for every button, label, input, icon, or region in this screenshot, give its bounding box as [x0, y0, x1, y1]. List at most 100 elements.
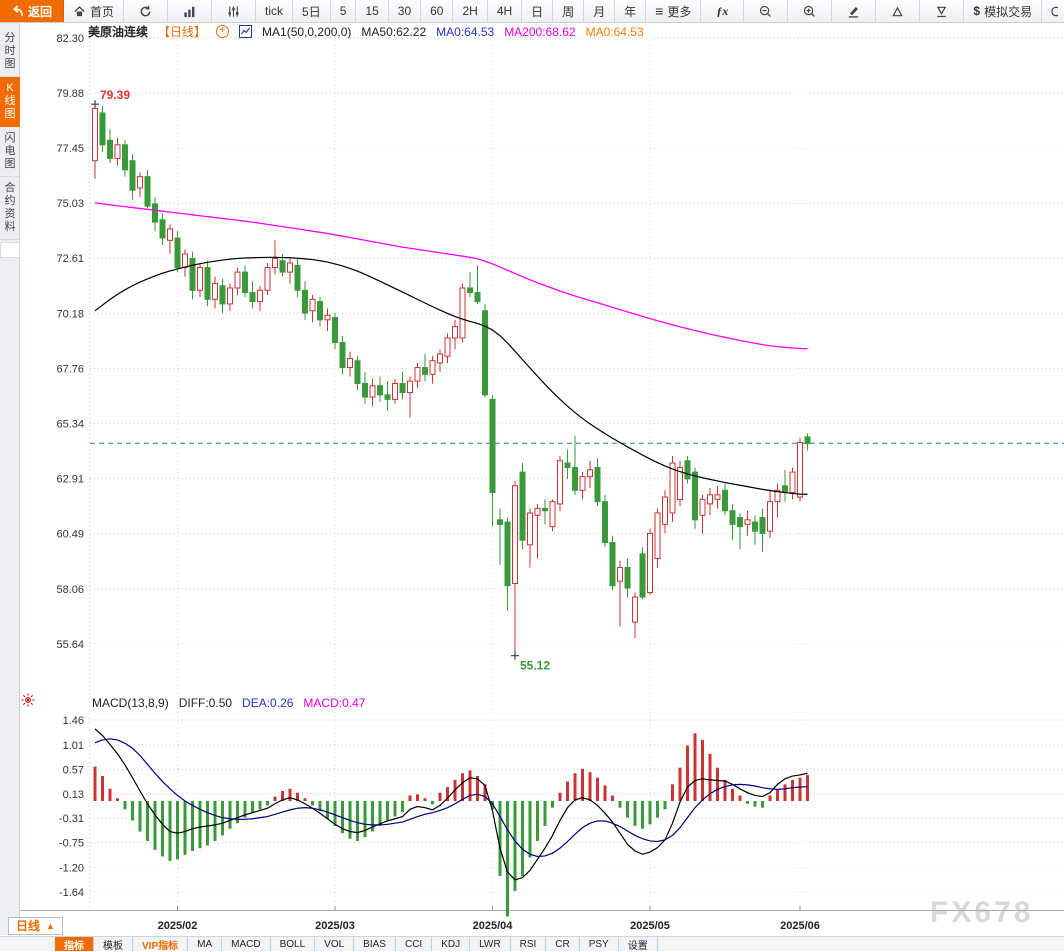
chart-stats-button[interactable] [168, 0, 213, 22]
period-month-button[interactable]: 月 [584, 0, 616, 22]
price-axis-label: 75.03 [56, 198, 84, 210]
home-button[interactable]: 首页 [64, 0, 125, 22]
zoom-in-button[interactable] [788, 0, 833, 22]
zoom-out-icon [759, 5, 772, 18]
more-button[interactable]: ≡ 更多 [646, 0, 702, 22]
period-month-button-label: 月 [593, 4, 606, 19]
home-icon [73, 5, 86, 18]
period-week-button-label: 周 [562, 4, 575, 19]
x-axis-label: 2025/04 [473, 920, 514, 932]
triangle-down-icon [935, 5, 948, 18]
tab-macd[interactable]: MACD [222, 937, 271, 951]
back-button-label: 返回 [28, 4, 53, 19]
tab-settings[interactable]: 设置 [619, 937, 658, 952]
period-4h-button[interactable]: 4H [488, 0, 523, 22]
kline-icon [239, 25, 253, 38]
sim-trade-button-label: 模拟交易 [984, 4, 1033, 19]
zoom-in-icon [803, 5, 816, 18]
tab-rsi[interactable]: RSI [511, 937, 547, 951]
triangle-up-button[interactable] [876, 0, 921, 22]
tab-boll[interactable]: BOLL [271, 937, 316, 951]
tab-vol[interactable]: VOL [315, 937, 355, 951]
macd-axis-label: 0.57 [63, 764, 84, 776]
home-button-label: 首页 [90, 4, 115, 19]
tab-lwr[interactable]: LWR [470, 937, 511, 951]
dollar-icon: $ [973, 4, 981, 18]
period-60-button-label: 60 [430, 4, 444, 18]
period-tick-button-label: tick [265, 4, 284, 18]
fx-icon: ƒx [716, 3, 729, 18]
x-axis-label: 2025/06 [780, 920, 820, 932]
tab-indicator[interactable]: 指标 [55, 937, 94, 952]
candles[interactable] [92, 104, 811, 656]
ma0-blue-value: MA0:64.53 [436, 24, 495, 39]
price-axis-label: 62.91 [56, 474, 84, 486]
formula-button[interactable]: ƒx [701, 0, 745, 22]
macd-title: MACD(13,8,9) [92, 695, 169, 710]
period-30-button-label: 30 [397, 4, 412, 18]
ma50-value: MA50:62.22 [361, 24, 427, 39]
period-year-button[interactable]: 年 [615, 0, 647, 22]
period-5-button-label: 5 [339, 4, 347, 18]
ma0-orange-value: MA0:64.53 [585, 24, 644, 39]
sidebar-empty-slot [0, 242, 20, 258]
macd-axis-label: -1.64 [59, 887, 84, 899]
sidebar-item-contract-info[interactable]: 合 约 资 料 [0, 177, 20, 240]
macd-axis-label: 0.13 [63, 789, 84, 801]
price-axis-label: 65.34 [56, 418, 84, 430]
macd-axis-label: -1.20 [59, 863, 84, 875]
tab-cci[interactable]: CCI [396, 937, 433, 951]
tab-psy[interactable]: PSY [580, 937, 619, 951]
x-axis-label: 2025/03 [315, 920, 355, 932]
draw-pencil-button[interactable] [832, 0, 877, 22]
period-selector[interactable]: 日线 ▲ [8, 917, 63, 935]
triangle-up-icon [891, 5, 904, 18]
macd-pane[interactable] [93, 733, 810, 917]
indicator-tabbar: 指标 模板 VIP指标 MA MACD BOLL VOL BIAS CCI KDJ LWR RSI CR… [0, 936, 1064, 952]
top-toolbar: 返回 首页 tick 5日 5 15 30 60 2H 4H 日 周 月 年 ≡ 更多 ƒx $ 模拟交易 [0, 0, 1064, 23]
period-selector-label: 日线 [16, 919, 41, 933]
period-15-button[interactable]: 15 [356, 0, 389, 22]
macd-diff-value: DIFF:0.50 [178, 695, 233, 710]
add-indicator-icon[interactable]: + [216, 25, 230, 38]
tab-kdj[interactable]: KDJ [432, 937, 471, 951]
period-5-button[interactable]: 5 [331, 0, 357, 22]
period-30-button[interactable]: 30 [389, 0, 422, 22]
sidebar-item-flash-chart[interactable]: 闪 电 图 [0, 127, 20, 177]
sliders-icon [227, 5, 240, 18]
back-button[interactable]: 返回 [0, 0, 65, 22]
period-2h-button[interactable]: 2H [453, 0, 488, 22]
period-60-button[interactable]: 60 [421, 0, 454, 22]
period-5d-button[interactable]: 5日 [293, 0, 331, 22]
price-axis-label: 77.45 [56, 143, 84, 155]
tab-template[interactable]: 模板 [94, 937, 133, 952]
tab-cr[interactable]: CR [546, 937, 580, 951]
macd-dea-line [94, 738, 808, 858]
toolbar-partial-button[interactable] [1042, 0, 1059, 22]
refresh-button[interactable] [124, 0, 169, 22]
tab-vip-indicator[interactable]: VIP指标 [133, 937, 189, 952]
zoom-out-button[interactable] [744, 0, 789, 22]
partial-circle-icon [1045, 5, 1059, 18]
macd-dea-value: DEA:0.26 [242, 695, 294, 710]
tab-ma[interactable]: MA [188, 937, 223, 951]
period-year-button-label: 年 [624, 4, 637, 19]
period-day-button[interactable]: 日 [522, 0, 554, 22]
sidebar-item-time-chart[interactable]: 分 时 图 [0, 27, 20, 77]
price-axis-label: 67.76 [56, 363, 84, 375]
sim-trade-button[interactable]: $ 模拟交易 [964, 0, 1043, 22]
macd-diff-line [94, 728, 808, 881]
sidebar-item-kline-chart[interactable]: K 线 图 [0, 77, 20, 127]
period-week-button[interactable]: 周 [553, 0, 585, 22]
period-tick-button[interactable]: tick [256, 0, 294, 22]
triangle-up-icon: ▲ [46, 921, 55, 931]
tab-bias[interactable]: BIAS [354, 937, 396, 951]
price-axis-label: 55.64 [56, 639, 84, 651]
triangle-down-button[interactable] [920, 0, 965, 22]
indicator-sliders-button[interactable] [212, 0, 257, 22]
period-5d-button-label: 5日 [302, 4, 321, 19]
price-axis-label: 79.88 [56, 88, 84, 100]
sun-icon[interactable] [21, 693, 35, 707]
x-axis-label: 2025/05 [630, 920, 670, 932]
